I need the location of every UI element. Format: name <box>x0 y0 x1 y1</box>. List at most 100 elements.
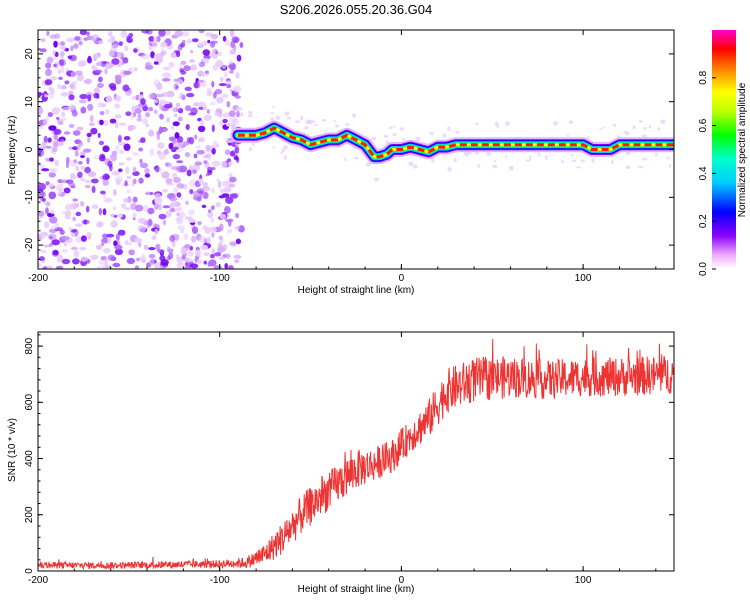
noise-blob <box>186 169 192 177</box>
noise-blob <box>192 169 197 174</box>
noise-blob <box>158 152 167 160</box>
noise-blob <box>203 252 210 257</box>
noise-blob <box>625 165 631 169</box>
noise-blob <box>125 242 133 246</box>
noise-blob <box>272 146 276 149</box>
noise-blob <box>211 248 215 253</box>
noise-blob <box>174 132 180 139</box>
noise-blob <box>211 187 215 194</box>
noise-blob <box>133 48 138 53</box>
noise-blob <box>90 127 98 135</box>
noise-blob <box>166 246 171 253</box>
noise-blob <box>134 204 144 212</box>
noise-blob <box>176 192 182 198</box>
noise-blob <box>224 149 231 156</box>
noise-blob <box>99 119 104 126</box>
noise-blob <box>211 232 215 238</box>
noise-blob <box>221 160 227 169</box>
noise-blob <box>148 129 155 137</box>
noise-blob <box>91 204 99 210</box>
noise-blob <box>602 126 606 129</box>
noise-blob <box>65 210 72 216</box>
noise-blob <box>214 88 223 95</box>
noise-blob <box>495 121 499 127</box>
noise-blob <box>63 187 71 194</box>
noise-blob <box>162 205 171 209</box>
noise-blob <box>178 142 183 148</box>
noise-blob <box>92 34 99 39</box>
noise-blob <box>110 155 117 162</box>
noise-blob <box>145 112 150 118</box>
noise-blob <box>41 168 50 172</box>
noise-blob <box>638 165 644 169</box>
noise-blob <box>553 121 559 126</box>
noise-blob <box>211 124 215 133</box>
noise-blob <box>174 30 183 37</box>
noise-blob <box>128 32 134 38</box>
noise-blob <box>172 146 179 150</box>
noise-blob <box>46 265 53 269</box>
noise-blob <box>166 117 170 123</box>
noise-blob <box>111 170 120 176</box>
noise-blob <box>61 235 70 241</box>
signal-track-core <box>237 126 674 159</box>
noise-blob <box>56 116 60 120</box>
noise-blob <box>206 236 211 244</box>
noise-blob <box>229 241 237 246</box>
noise-blob <box>210 40 216 48</box>
noise-blob <box>51 239 60 246</box>
noise-blob <box>186 257 193 263</box>
noise-blob <box>233 254 242 259</box>
noise-blob <box>54 159 59 167</box>
noise-blob <box>38 262 42 268</box>
noise-blob <box>110 44 119 49</box>
noise-blob <box>140 98 146 105</box>
noise-blob <box>49 216 58 224</box>
noise-blob <box>186 92 195 98</box>
noise-blob <box>41 197 46 202</box>
noise-blob <box>83 219 88 225</box>
noise-blob <box>217 180 222 189</box>
noise-blob <box>203 160 208 165</box>
noise-blob <box>106 233 115 238</box>
noise-blob <box>132 196 138 203</box>
noise-blob <box>108 50 115 57</box>
noise-blob <box>77 73 84 82</box>
noise-blob <box>47 112 54 118</box>
noise-blob <box>86 231 92 239</box>
noise-blob <box>197 79 204 83</box>
noise-blob <box>167 255 171 261</box>
snr-axes: -200 -100 0 100 0 200 400 600 800 <box>24 332 674 586</box>
noise-blob <box>194 161 202 166</box>
noise-blob <box>110 220 118 228</box>
noise-blob <box>198 61 206 68</box>
noise-blob <box>52 250 59 256</box>
snr-y-tick-label: 600 <box>24 394 35 411</box>
noise-blob <box>184 244 191 249</box>
snr-series-line <box>38 338 674 571</box>
noise-blob <box>147 207 155 215</box>
spectrogram-y-tick-label: 10 <box>24 96 35 108</box>
noise-blob <box>84 184 91 189</box>
noise-blob <box>124 207 131 211</box>
noise-blob <box>143 244 149 251</box>
noise-blob <box>228 173 233 178</box>
noise-blob <box>72 198 78 202</box>
noise-blob <box>62 106 70 112</box>
noise-blob <box>58 188 62 196</box>
noise-blob <box>110 85 117 91</box>
noise-blob <box>229 150 236 157</box>
noise-blob <box>240 113 244 116</box>
noise-blob <box>160 171 165 176</box>
noise-blob <box>235 156 240 163</box>
noise-blob <box>55 265 64 269</box>
noise-blob <box>229 49 237 55</box>
noise-blob <box>206 87 213 94</box>
noise-blob <box>442 133 447 138</box>
noise-blob <box>203 58 210 64</box>
noise-blob <box>218 235 224 240</box>
noise-blob <box>191 226 199 234</box>
noise-blob <box>80 165 86 170</box>
noise-blob <box>79 93 88 100</box>
noise-blob <box>182 30 190 37</box>
